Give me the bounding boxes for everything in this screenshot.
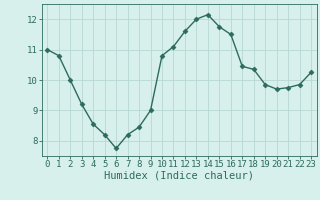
- X-axis label: Humidex (Indice chaleur): Humidex (Indice chaleur): [104, 171, 254, 181]
